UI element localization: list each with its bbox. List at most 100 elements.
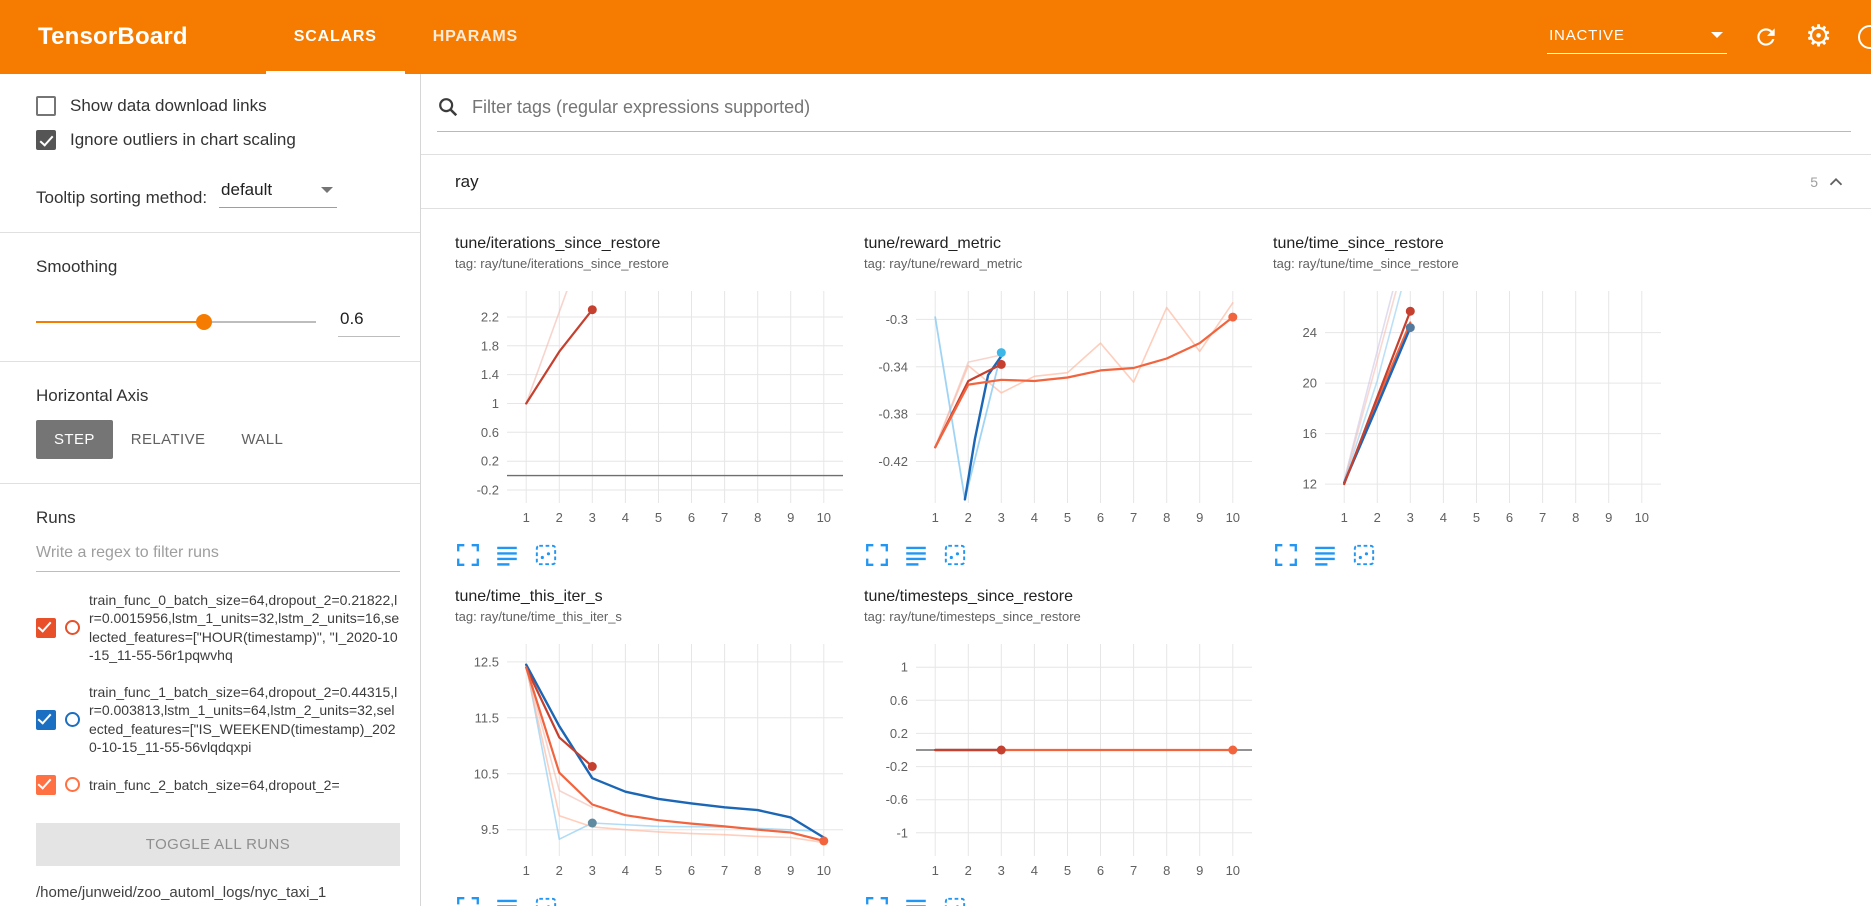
tooltip-sort-value: default <box>221 180 273 199</box>
svg-text:2: 2 <box>1374 510 1381 525</box>
run-color-ring[interactable] <box>65 620 80 636</box>
run-list-icon[interactable] <box>496 897 518 906</box>
chart-tag: tag: ray/tune/time_this_iter_s <box>455 609 622 624</box>
fit-domain-icon[interactable] <box>1353 544 1375 566</box>
show-download-links-label: Show data download links <box>70 96 267 115</box>
svg-text:4: 4 <box>1031 510 1038 525</box>
fit-domain-icon[interactable] <box>944 897 966 906</box>
chart-title: tune/iterations_since_restore <box>455 235 661 252</box>
svg-text:9: 9 <box>1196 510 1203 525</box>
chart-actions <box>864 544 1273 566</box>
horizontal-axis-label: Horizontal Axis <box>36 386 149 405</box>
svg-text:5: 5 <box>655 863 662 878</box>
expand-chart-icon[interactable] <box>1275 544 1297 566</box>
app-title: TensorBoard <box>38 23 188 50</box>
run-checkbox[interactable] <box>36 774 56 795</box>
run-list-icon[interactable] <box>1314 544 1336 566</box>
scalar-chart[interactable]: -0.42 -0.38 -0.34 -0.3 1 2 3 4 5 6 7 8 9 10 <box>864 281 1264 535</box>
smoothing-slider-thumb[interactable] <box>196 314 212 330</box>
chart-actions <box>864 897 1273 906</box>
svg-text:2: 2 <box>965 510 972 525</box>
chart-card: tune/iterations_since_restore tag: ray/t… <box>455 235 864 566</box>
run-list-icon[interactable] <box>496 544 518 566</box>
svg-text:11.5: 11.5 <box>475 710 499 725</box>
chart-tag: tag: ray/tune/iterations_since_restore <box>455 256 669 271</box>
tag-filter-input[interactable] <box>472 96 1851 118</box>
run-color-ring[interactable] <box>65 712 80 728</box>
run-color-ring[interactable] <box>65 777 80 793</box>
chart-card: tune/time_this_iter_s tag: ray/tune/time… <box>455 588 864 906</box>
svg-text:8: 8 <box>1572 510 1579 525</box>
tooltip-sort-select[interactable]: default <box>219 178 338 208</box>
run-row[interactable]: train_func_1_batch_size=64,dropout_2=0.4… <box>36 674 400 766</box>
fit-domain-icon[interactable] <box>535 897 557 906</box>
tab-hparams[interactable]: HPARAMS <box>405 0 546 74</box>
svg-text:6: 6 <box>688 510 695 525</box>
chart-title: tune/reward_metric <box>864 235 1001 252</box>
settings-gear-icon[interactable]: ⚙ <box>1805 20 1832 53</box>
svg-text:9.5: 9.5 <box>481 822 499 837</box>
toggle-all-runs-button[interactable]: TOGGLE ALL RUNS <box>36 823 400 866</box>
svg-text:10: 10 <box>1226 863 1240 878</box>
svg-text:1: 1 <box>523 863 530 878</box>
svg-text:1: 1 <box>523 510 530 525</box>
run-list-icon[interactable] <box>905 544 927 566</box>
svg-text:9: 9 <box>787 510 794 525</box>
ignore-outliers-checkbox[interactable] <box>36 130 56 150</box>
fit-domain-icon[interactable] <box>944 544 966 566</box>
run-name: train_func_1_batch_size=64,dropout_2=0.4… <box>89 683 398 756</box>
show-download-links-checkbox[interactable] <box>36 96 56 116</box>
svg-text:12: 12 <box>1303 477 1317 492</box>
fit-domain-icon[interactable] <box>535 544 557 566</box>
svg-text:7: 7 <box>721 863 728 878</box>
reload-status-select[interactable]: INACTIVE <box>1547 21 1728 54</box>
svg-text:6: 6 <box>1097 863 1104 878</box>
svg-text:10: 10 <box>817 863 831 878</box>
svg-text:0.6: 0.6 <box>890 693 908 708</box>
tab-scalars[interactable]: SCALARS <box>266 0 405 74</box>
svg-text:20: 20 <box>1303 376 1317 391</box>
svg-text:7: 7 <box>1539 510 1546 525</box>
chart-tag: tag: ray/tune/timesteps_since_restore <box>864 609 1081 624</box>
collapse-section-icon[interactable] <box>1825 171 1847 193</box>
svg-text:4: 4 <box>622 510 629 525</box>
svg-text:4: 4 <box>622 863 629 878</box>
smoothing-value[interactable]: 0.6 <box>338 307 400 337</box>
svg-text:8: 8 <box>1163 863 1170 878</box>
run-checkbox[interactable] <box>36 709 56 730</box>
help-icon[interactable] <box>1858 25 1871 49</box>
chart-card: tune/reward_metric tag: ray/tune/reward_… <box>864 235 1273 566</box>
expand-chart-icon[interactable] <box>866 897 888 906</box>
ignore-outliers-row[interactable]: Ignore outliers in chart scaling <box>36 130 400 150</box>
tab-label: SCALARS <box>293 28 377 45</box>
tag-group-header[interactable]: ray 5 <box>421 155 1871 209</box>
run-checkbox[interactable] <box>36 617 56 638</box>
scalar-chart[interactable]: -1 -0.6 -0.2 0.2 0.6 1 1 2 3 4 5 6 7 8 9 10 <box>864 634 1264 888</box>
svg-text:5: 5 <box>1473 510 1480 525</box>
chart-actions <box>455 544 864 566</box>
tag-group-title: ray <box>455 171 479 191</box>
refresh-icon[interactable] <box>1753 24 1779 50</box>
smoothing-slider[interactable] <box>36 314 316 330</box>
expand-chart-icon[interactable] <box>457 897 479 906</box>
run-list-icon[interactable] <box>905 897 927 906</box>
run-row[interactable]: train_func_0_batch_size=64,dropout_2=0.2… <box>36 582 400 674</box>
show-download-links-row[interactable]: Show data download links <box>36 96 400 116</box>
divider <box>0 483 420 484</box>
charts-grid: tune/iterations_since_restore tag: ray/t… <box>421 209 1871 906</box>
haxis-option-step[interactable]: STEP <box>36 420 113 459</box>
scalar-chart[interactable]: 9.5 10.5 11.5 12.5 1 2 3 4 5 6 7 8 9 10 <box>455 634 855 888</box>
svg-text:-0.34: -0.34 <box>878 359 908 374</box>
runs-filter-input[interactable] <box>36 538 400 572</box>
svg-text:3: 3 <box>589 863 596 878</box>
haxis-option-relative[interactable]: RELATIVE <box>113 420 224 459</box>
expand-chart-icon[interactable] <box>866 544 888 566</box>
svg-text:1: 1 <box>492 396 499 411</box>
haxis-option-wall[interactable]: WALL <box>223 420 301 459</box>
svg-text:10.5: 10.5 <box>474 766 499 781</box>
scalar-chart[interactable]: -0.2 0.2 0.6 1 1.4 1.8 2.2 1 2 3 4 5 6 7 8 9 10 <box>455 281 855 535</box>
runs-list: train_func_0_batch_size=64,dropout_2=0.2… <box>36 582 400 817</box>
expand-chart-icon[interactable] <box>457 544 479 566</box>
run-row[interactable]: train_func_2_batch_size=64,dropout_2= <box>36 766 400 804</box>
